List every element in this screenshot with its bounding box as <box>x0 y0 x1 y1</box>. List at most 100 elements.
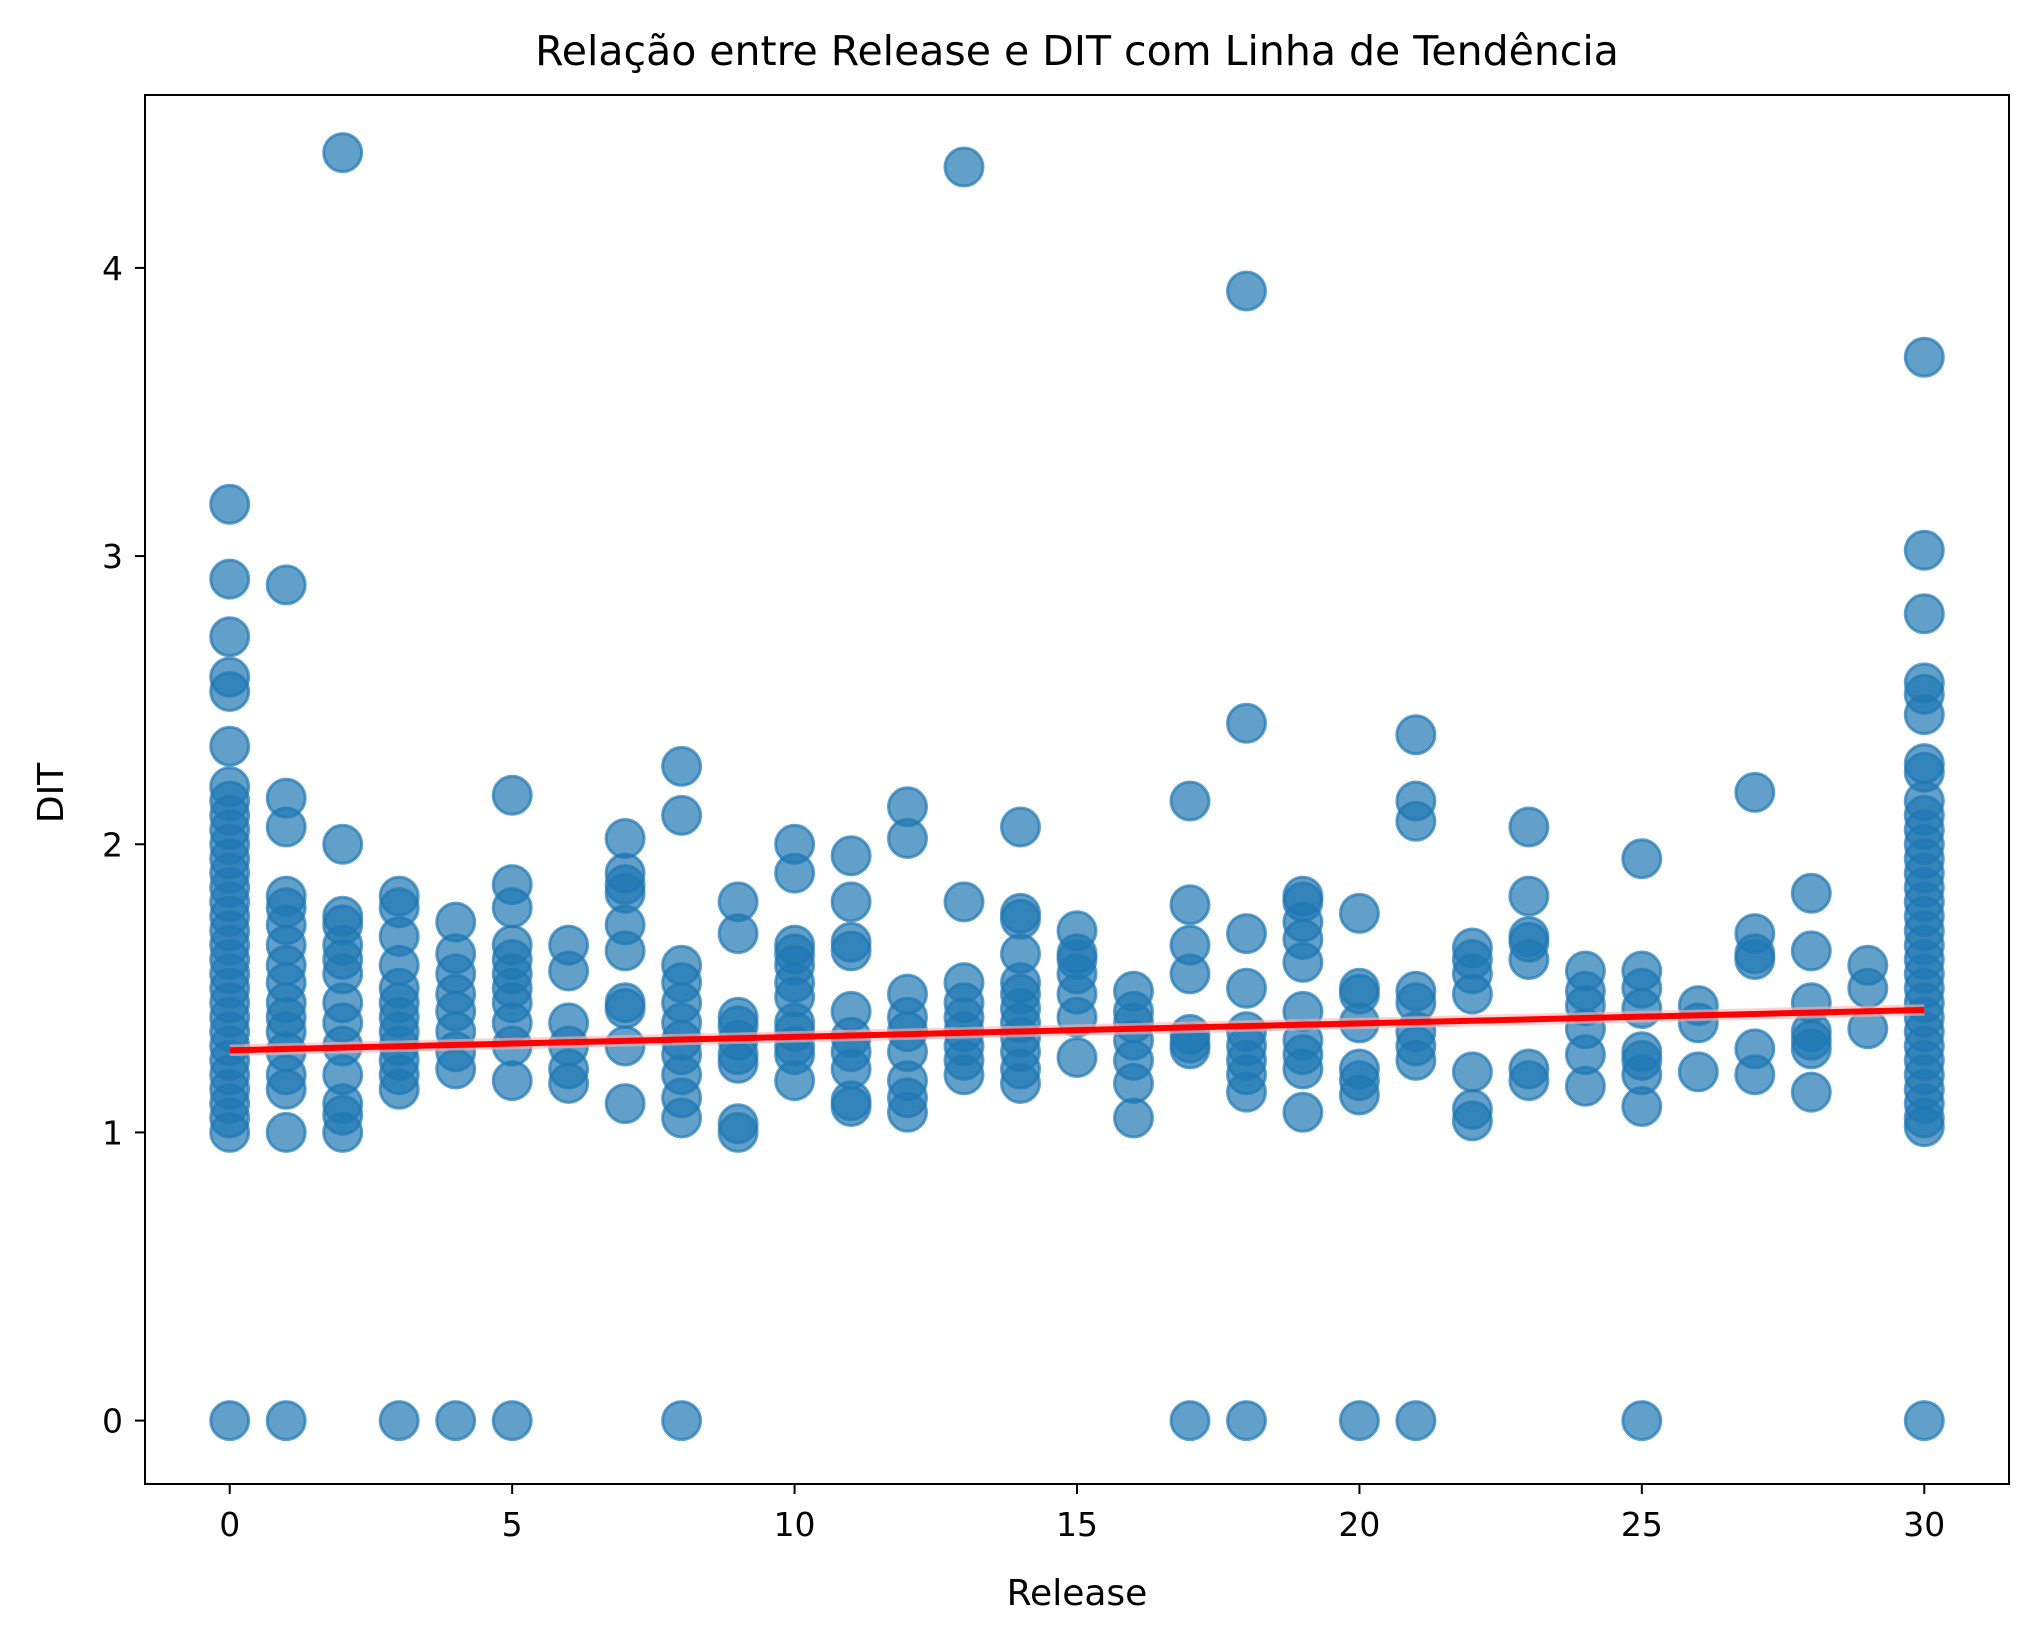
x-tick-label: 0 <box>219 1505 240 1544</box>
data-point <box>491 774 533 816</box>
data-point <box>830 990 872 1032</box>
y-tick-label: 2 <box>102 825 123 864</box>
x-tick-label: 10 <box>774 1505 816 1544</box>
data-point <box>1621 950 1663 992</box>
data-point <box>209 766 251 808</box>
data-point <box>1508 806 1550 848</box>
data-point <box>265 1400 307 1442</box>
data-point <box>265 875 307 917</box>
data-point <box>1677 1051 1719 1093</box>
data-point <box>1056 1037 1098 1078</box>
data-point <box>322 823 364 865</box>
data-point <box>322 895 364 937</box>
y-axis-label: DIT <box>31 762 72 823</box>
data-point <box>209 483 251 525</box>
data-point <box>1451 1051 1493 1093</box>
data-point <box>1903 743 1945 785</box>
data-point <box>1000 933 1041 975</box>
data-point <box>378 875 420 917</box>
data-point <box>1790 872 1832 914</box>
data-point <box>1338 967 1380 1009</box>
data-point <box>322 132 364 174</box>
data-point <box>1282 1091 1324 1133</box>
data-point <box>1621 838 1663 880</box>
data-point <box>1621 1400 1663 1442</box>
data-point <box>717 881 759 923</box>
data-point <box>1395 1400 1437 1442</box>
data-point <box>661 745 703 787</box>
data-point <box>1169 924 1211 966</box>
data-point <box>1226 270 1267 312</box>
x-tick-label: 25 <box>1621 1505 1663 1544</box>
y-axis-ticks: 0 1 2 3 4 <box>102 249 145 1441</box>
x-tick-label: 5 <box>502 1505 523 1544</box>
data-point <box>661 944 703 986</box>
data-point <box>604 818 646 859</box>
x-axis-label: Release <box>1007 1573 1148 1614</box>
data-point <box>774 823 816 865</box>
data-point <box>604 1083 646 1125</box>
data-point <box>1564 950 1606 992</box>
data-point <box>943 962 985 1004</box>
data-point <box>1734 913 1776 955</box>
data-point <box>265 777 307 819</box>
data-point <box>604 982 646 1024</box>
data-point <box>1000 892 1041 934</box>
data-point <box>491 924 533 966</box>
y-tick-label: 0 <box>102 1402 123 1441</box>
data-point <box>830 921 872 963</box>
data-point <box>1395 970 1437 1012</box>
data-point <box>1508 1048 1550 1090</box>
data-point <box>1847 944 1889 986</box>
data-point <box>265 564 307 606</box>
data-point <box>1226 1400 1267 1442</box>
data-point <box>491 864 533 906</box>
data-point <box>1169 1013 1211 1055</box>
data-point <box>209 1400 251 1442</box>
plot-area <box>209 132 1945 1442</box>
data-point <box>265 1111 307 1153</box>
data-point <box>1903 529 1945 571</box>
data-point <box>604 852 646 894</box>
data-point <box>1395 780 1437 822</box>
data-point <box>491 1060 533 1102</box>
data-point <box>209 656 251 698</box>
data-point <box>1903 1400 1945 1442</box>
data-point <box>774 924 816 966</box>
data-point <box>491 1400 533 1442</box>
data-point <box>1734 1028 1776 1070</box>
data-point <box>1113 970 1154 1012</box>
data-point <box>661 794 703 836</box>
x-tick-label: 15 <box>1056 1505 1098 1544</box>
data-point <box>1113 1097 1154 1139</box>
data-point <box>1226 967 1267 1009</box>
x-tick-label: 20 <box>1338 1505 1380 1544</box>
x-axis-ticks: 0 5 10 15 20 25 30 <box>219 1484 1945 1544</box>
y-tick-label: 3 <box>102 537 123 576</box>
data-point <box>1790 930 1832 972</box>
data-point <box>1226 913 1267 955</box>
data-point <box>1508 875 1550 917</box>
data-point <box>1169 1400 1211 1442</box>
data-point <box>209 725 251 767</box>
data-point <box>1338 1048 1380 1090</box>
data-point <box>1451 1088 1493 1130</box>
chart-title: Relação entre Release e DIT com Linha de… <box>535 27 1619 75</box>
data-point <box>1451 927 1493 969</box>
y-tick-label: 1 <box>102 1113 123 1152</box>
data-point <box>1903 336 1945 378</box>
data-point <box>717 1103 759 1145</box>
data-point <box>1338 1400 1380 1442</box>
data-point <box>1790 1071 1832 1113</box>
data-point <box>209 558 251 600</box>
trendline <box>229 1006 1925 1054</box>
data-point <box>830 835 872 877</box>
plot-frame <box>144 94 2010 1485</box>
data-point <box>1056 910 1098 952</box>
data-point <box>1903 593 1945 635</box>
data-point <box>1508 916 1550 957</box>
data-point <box>1903 662 1945 704</box>
data-point <box>943 146 985 188</box>
x-tick-label: 30 <box>1903 1505 1945 1544</box>
data-point <box>435 901 477 943</box>
